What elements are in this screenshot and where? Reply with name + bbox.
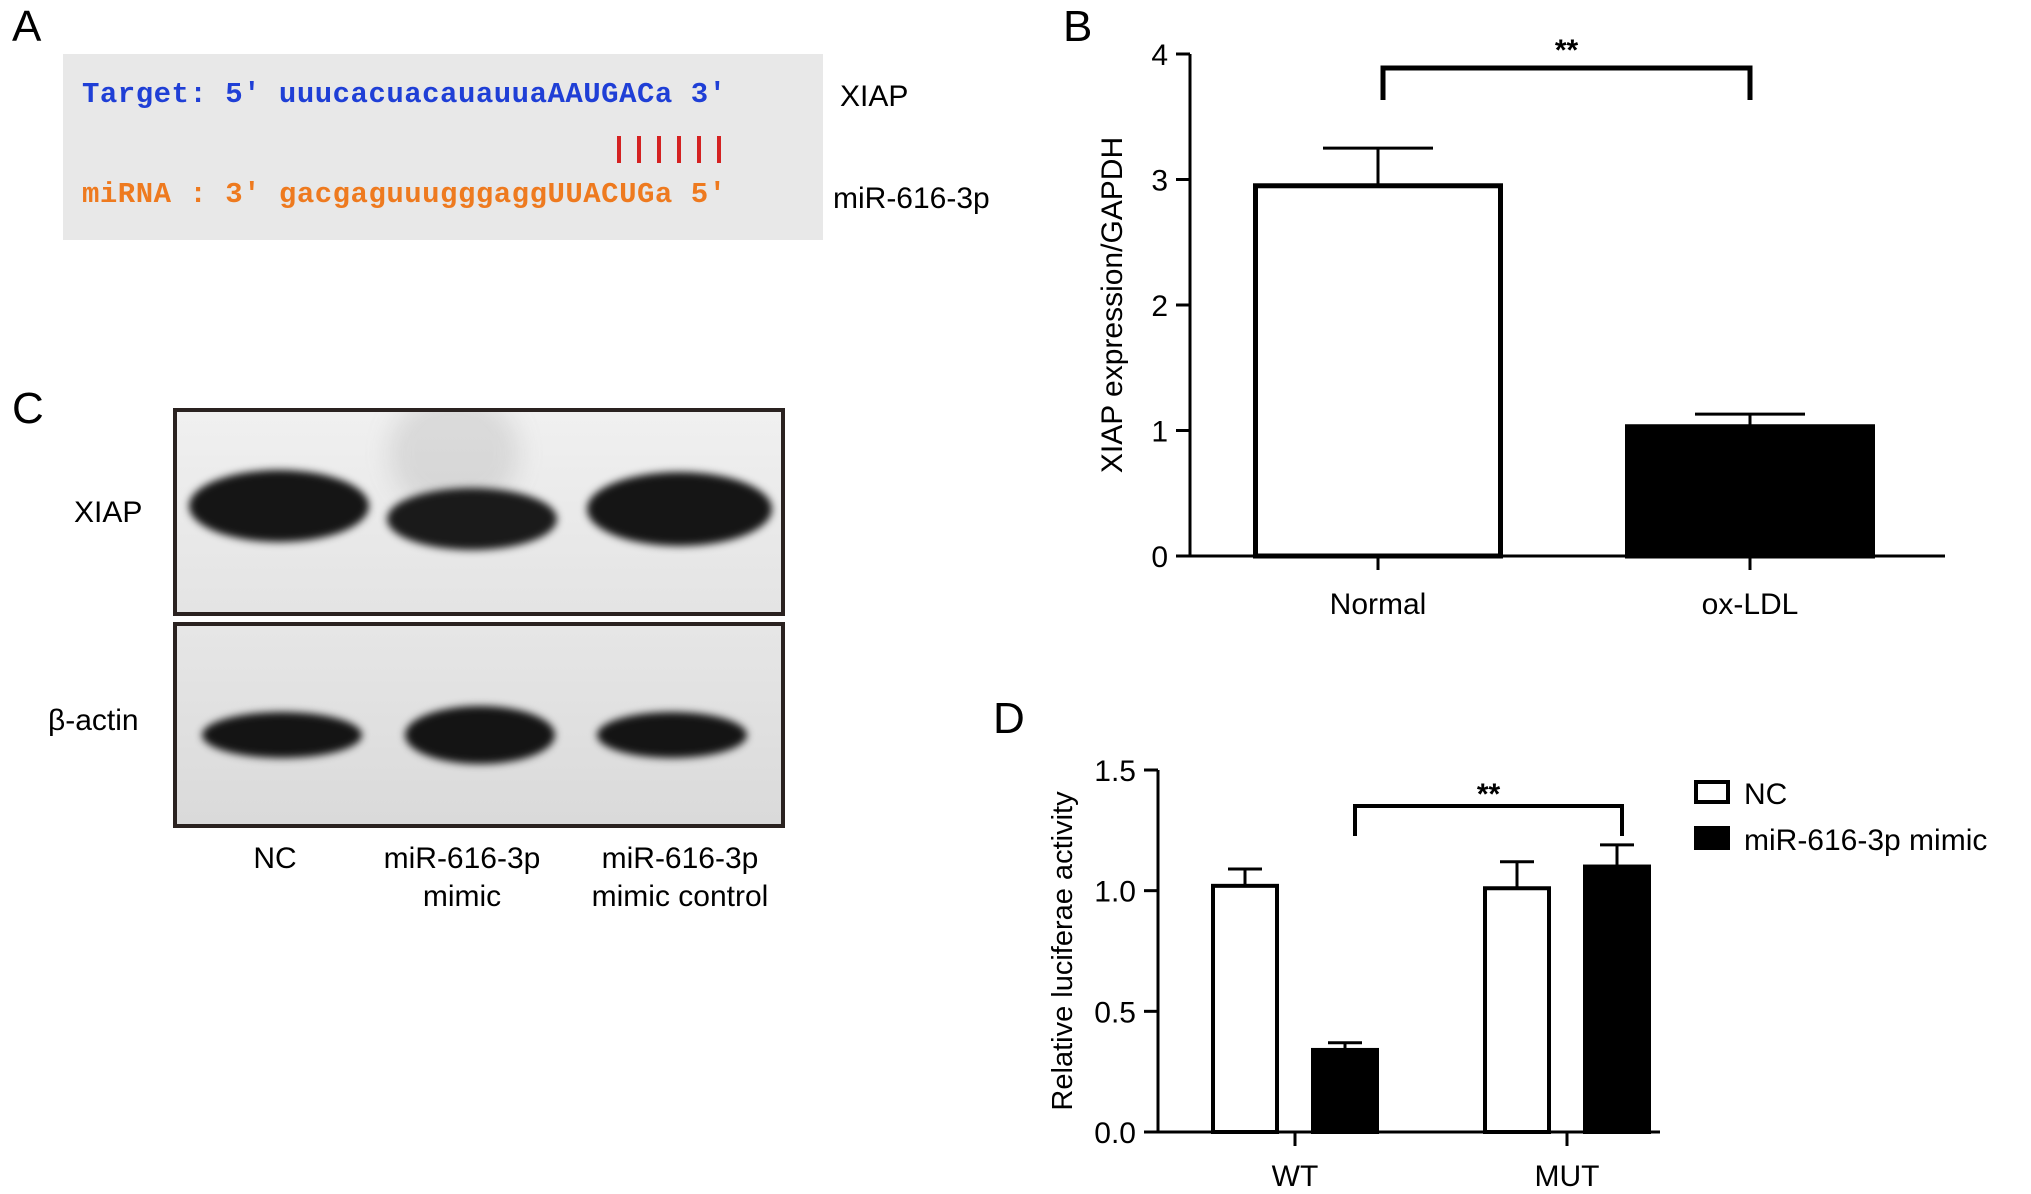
d-significance-bracket xyxy=(1353,804,1624,836)
b-y-tick-label: 0 xyxy=(1151,541,1168,574)
blot-beta-actin xyxy=(173,622,785,828)
b-y-tick-label: 3 xyxy=(1151,165,1168,198)
b-x-tick-label: Normal xyxy=(1330,588,1427,621)
d-bar xyxy=(1211,883,1279,1135)
blot-row-label-beta-actin: β-actin xyxy=(48,704,139,737)
base-pair-bar xyxy=(677,136,681,163)
lane-label-mimic: miR-616-3p mimic xyxy=(383,842,541,913)
d-y-tick-label: 0.5 xyxy=(1094,996,1136,1029)
blot-xiap xyxy=(173,408,785,616)
d-bar xyxy=(1483,886,1551,1135)
d-legend-swatch xyxy=(1694,826,1730,850)
panel-label-b: B xyxy=(1063,2,1093,51)
b-x-tick-label: ox-LDL xyxy=(1702,588,1799,621)
panel-label-a: A xyxy=(12,2,42,51)
base-pair-bar xyxy=(697,136,701,163)
d-y-tick-label: 1.5 xyxy=(1094,755,1136,788)
b-significance-bracket xyxy=(1380,65,1753,100)
d-legend-swatch xyxy=(1694,780,1730,804)
b-bar xyxy=(1625,424,1875,559)
band-xiap-mimic-control xyxy=(587,472,772,546)
b-bar xyxy=(1253,183,1503,559)
target-sequence: Target: 5' uuucacuacauauuaAAUGACa 3' xyxy=(82,78,727,111)
alignment-box xyxy=(63,54,823,240)
d-y-axis-label: Relative luciferae activity xyxy=(1047,791,1079,1111)
mirna-sequence: miRNA : 3' gacgaguuugggaggUUACUGa 5' xyxy=(82,178,727,211)
b-y-axis-label: XIAP expression/GAPDH xyxy=(1096,137,1129,473)
target-gene-label: XIAP xyxy=(840,80,909,113)
d-legend-label: NC xyxy=(1744,778,1787,811)
band-actin-nc xyxy=(202,712,362,758)
panel-label-c: C xyxy=(12,384,44,433)
d-x-tick-label: MUT xyxy=(1535,1160,1600,1193)
d-y-tick-label: 0.0 xyxy=(1094,1117,1136,1150)
base-pair-bar xyxy=(637,136,641,163)
mirna-name-label: miR-616-3p xyxy=(833,182,990,215)
d-bar xyxy=(1583,864,1651,1134)
d-x-tick-label: WT xyxy=(1272,1160,1319,1193)
base-pair-bar xyxy=(657,136,661,163)
b-y-tick-label: 2 xyxy=(1151,290,1168,323)
band-xiap-nc xyxy=(189,470,369,542)
b-y-tick-label: 1 xyxy=(1151,416,1168,449)
lane-label-mimic-control: miR-616-3p mimic control xyxy=(591,842,769,913)
base-pair-bar xyxy=(717,136,721,163)
band-actin-mimic xyxy=(405,706,555,764)
band-xiap-mimic xyxy=(387,488,557,550)
blot-row-label-xiap: XIAP xyxy=(74,496,143,529)
d-bar xyxy=(1311,1047,1379,1134)
panel-label-d: D xyxy=(993,694,1025,743)
d-significance-label: ** xyxy=(1477,778,1501,811)
b-significance-label: ** xyxy=(1555,34,1579,67)
band-actin-mimic-control xyxy=(597,712,747,758)
d-legend-label: miR-616-3p mimic xyxy=(1744,824,1987,857)
d-y-tick-label: 1.0 xyxy=(1094,876,1136,909)
b-y-tick-label: 4 xyxy=(1151,39,1168,72)
lane-label-nc: NC xyxy=(253,842,297,875)
base-pair-bar xyxy=(617,136,621,163)
